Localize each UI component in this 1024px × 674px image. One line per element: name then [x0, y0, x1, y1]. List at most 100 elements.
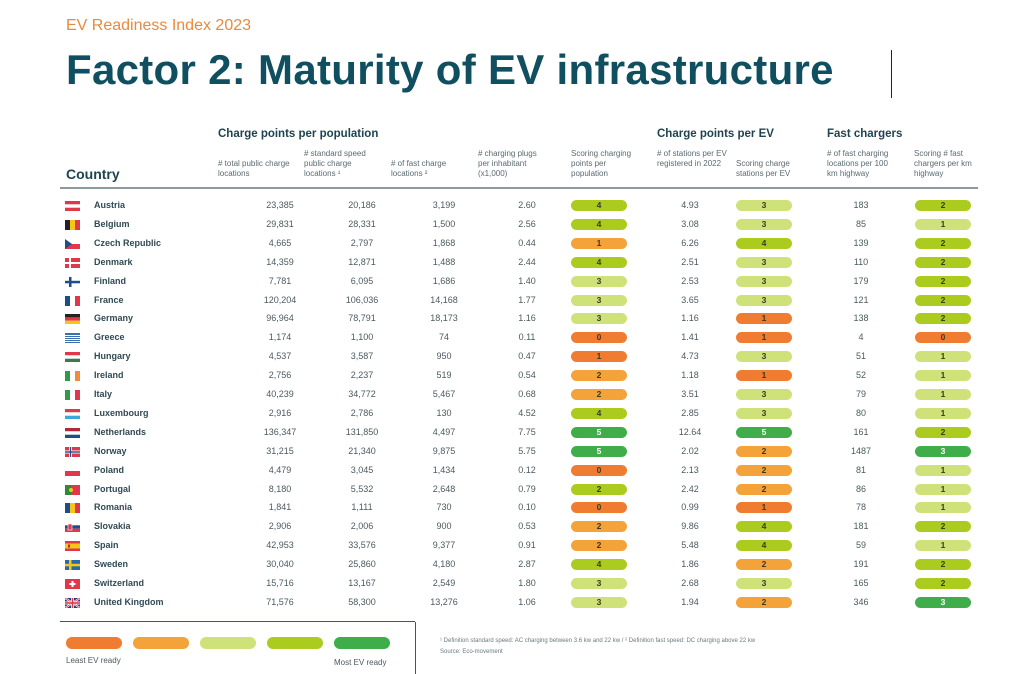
fast-locations: 900 — [436, 521, 452, 532]
fast-locations: 1,434 — [432, 464, 456, 475]
total-locations: 2,906 — [268, 521, 292, 532]
fast-per-100km: 181 — [853, 521, 869, 532]
total-locations: 40,239 — [266, 389, 294, 399]
country-name: Greece — [94, 332, 125, 343]
standard-locations: 2,237 — [350, 370, 374, 381]
plugs-per-inhabitant: 0.44 — [518, 237, 536, 248]
score-fast-badge: 0 — [915, 332, 971, 344]
stations-per-ev: 2.13 — [681, 464, 699, 475]
denmark-flag-icon — [65, 257, 80, 268]
plugs-per-inhabitant: 1.16 — [518, 313, 536, 324]
score-ev-badge: 1 — [736, 370, 792, 382]
plugs-per-inhabitant: 2.60 — [518, 200, 536, 210]
col-header-fast: # of fast charge locations ² — [391, 159, 447, 178]
score-ev-badge: 1 — [736, 502, 792, 514]
austria-flag-icon — [65, 201, 80, 211]
romania-flag-icon — [65, 503, 80, 514]
score-ev-badge: 3 — [736, 351, 792, 363]
score-fast-badge: 2 — [915, 294, 971, 306]
stations-per-ev: 3.08 — [681, 218, 699, 229]
score-pop-badge: 4 — [571, 218, 627, 230]
finland-flag-icon — [65, 276, 80, 287]
czech-flag-icon — [65, 238, 80, 249]
stations-per-ev: 1.86 — [681, 559, 699, 570]
country-name: Czech Republic — [94, 237, 162, 248]
total-locations: 8,180 — [268, 483, 292, 494]
score-pop-badge: 4 — [571, 559, 627, 571]
standard-locations: 21,340 — [348, 445, 376, 456]
country-name: Austria — [94, 200, 126, 210]
belgium-flag-icon — [65, 219, 80, 230]
score-pop-badge: 2 — [571, 483, 627, 495]
score-pop-badge: 5 — [571, 445, 627, 457]
table-row: Switzerland 15,716 13,167 2,549 1.80 3 2.68 3 16… — [60, 574, 978, 593]
stations-per-ev: 2.53 — [681, 275, 699, 286]
luxembourg-flag-icon — [65, 408, 80, 419]
france-flag-icon — [65, 295, 80, 306]
country-name: Netherlands — [94, 426, 147, 437]
fast-per-100km: 121 — [853, 294, 869, 305]
germany-flag-icon — [65, 314, 80, 325]
greece-flag-icon — [65, 333, 80, 344]
total-locations: 42,953 — [266, 540, 294, 551]
fast-locations: 950 — [436, 351, 452, 362]
total-locations: 1,841 — [268, 502, 292, 513]
standard-locations: 20,186 — [348, 200, 376, 210]
score-ev-badge: 2 — [736, 464, 792, 476]
plugs-per-inhabitant: 0.53 — [518, 521, 536, 532]
score-ev-badge: 1 — [736, 332, 792, 344]
score-ev-badge: 3 — [736, 218, 792, 230]
score-ev-badge: 3 — [736, 578, 792, 589]
fast-per-100km: 86 — [855, 483, 866, 494]
score-pop-badge: 0 — [571, 332, 627, 344]
plugs-per-inhabitant: 0.68 — [518, 389, 536, 399]
stations-per-ev: 2.42 — [681, 483, 699, 494]
table-row: Romania 1,841 1,111 730 0.10 0 0.99 1 78 1 — [60, 498, 978, 517]
country-name: Ireland — [94, 370, 124, 381]
country-name: Germany — [94, 313, 134, 324]
table-row: Portugal 8,180 5,532 2,648 0.79 2 2.42 2 86 1 — [60, 480, 978, 499]
total-locations: 4,537 — [268, 351, 292, 362]
total-locations: 4,665 — [268, 237, 292, 248]
netherlands-flag-icon — [65, 427, 80, 438]
score-ev-badge: 2 — [736, 596, 792, 608]
country-name: Poland — [94, 464, 125, 475]
standard-locations: 3,587 — [350, 351, 374, 362]
fast-locations: 2,549 — [432, 578, 456, 588]
sweden-flag-icon — [65, 560, 80, 571]
norway-flag-icon — [65, 446, 80, 457]
total-locations: 120,204 — [263, 294, 297, 305]
stations-per-ev: 2.68 — [681, 578, 699, 588]
total-locations: 23,385 — [266, 200, 294, 210]
stations-per-ev: 1.18 — [681, 370, 699, 381]
table-row: Greece 1,174 1,100 74 0.11 0 1.41 1 4 0 — [60, 328, 978, 347]
plugs-per-inhabitant: 0.10 — [518, 502, 536, 513]
total-locations: 4,479 — [268, 464, 292, 475]
fast-locations: 5,467 — [432, 389, 456, 399]
table-row: Finland 7,781 6,095 1,686 1.40 3 2.53 3 179 2 — [60, 272, 978, 291]
score-pop-badge: 2 — [571, 540, 627, 552]
score-fast-badge: 1 — [915, 389, 971, 400]
fast-per-100km: 80 — [855, 407, 866, 418]
score-pop-badge: 2 — [571, 521, 627, 533]
fast-per-100km: 78 — [855, 502, 866, 513]
legend-swatch-2 — [200, 637, 256, 649]
country-name: Norway — [94, 445, 127, 456]
legend-divider — [60, 621, 415, 622]
stations-per-ev: 1.16 — [681, 313, 699, 324]
plugs-per-inhabitant: 2.56 — [518, 218, 536, 229]
standard-locations: 2,006 — [350, 521, 374, 532]
fast-locations: 9,875 — [432, 445, 456, 456]
fast-per-100km: 1487 — [850, 445, 872, 456]
country-column-header: Country — [66, 166, 120, 182]
standard-locations: 2,797 — [350, 237, 374, 248]
plugs-per-inhabitant: 1.06 — [518, 596, 536, 607]
country-name: Spain — [94, 540, 119, 551]
score-fast-badge: 2 — [915, 578, 971, 589]
fast-per-100km: 165 — [853, 578, 869, 588]
total-locations: 71,576 — [266, 596, 294, 607]
score-ev-badge: 3 — [736, 389, 792, 400]
score-fast-badge: 2 — [915, 275, 971, 287]
total-locations: 96,964 — [266, 313, 294, 324]
col-header-score-ev: Scoring charge stations per EV — [736, 159, 791, 178]
